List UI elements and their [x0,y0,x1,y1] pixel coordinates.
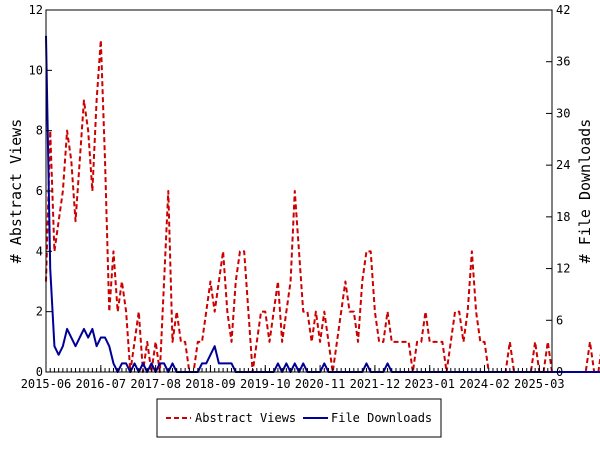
x-tick-label: 2015-06 [21,377,72,391]
y-right-tick-label: 42 [556,3,570,17]
y-right-tick-label: 30 [556,106,570,120]
x-tick-label: 2018-09 [185,377,236,391]
x-tick-label: 2025-03 [514,377,565,391]
legend-label-file-downloads: File Downloads [331,411,432,425]
x-tick-label: 2019-10 [240,377,291,391]
y-axis-left-title: # Abstract Views [7,119,25,264]
series-line-file-downloads [45,35,600,373]
x-tick-label: 2020-11 [295,377,346,391]
legend: Abstract Views File Downloads [156,398,442,438]
x-tick-label: 2021-12 [350,377,401,391]
x-tick-label: 2024-02 [459,377,510,391]
chart-marks [45,35,600,373]
y-left-tick-label: 0 [36,365,43,379]
y-axis-left: 0 2 4 6 8 10 12 [29,3,52,379]
y-left-tick-label: 8 [36,124,43,138]
y-axis-right-title: # File Downloads [576,119,594,264]
plot-frame [45,9,553,373]
y-left-tick-label: 12 [29,3,43,17]
x-axis: 2015-06 2016-07 2017-08 2018-09 2019-10 2020-… [21,365,565,391]
y-right-tick-label: 6 [556,313,563,327]
y-axis-right: 0 6 12 18 24 30 36 42 [546,3,570,379]
y-right-tick-label: 12 [556,262,570,276]
x-tick-label: 2017-08 [130,377,181,391]
y-right-tick-label: 0 [556,365,563,379]
series-line-abstract-views [45,39,600,373]
x-tick-label: 2023-01 [404,377,455,391]
legend-label-abstract-views: Abstract Views [195,411,296,425]
y-right-tick-label: 24 [556,158,570,172]
y-left-tick-label: 10 [29,63,43,77]
legend-box [156,398,442,438]
y-left-tick-label: 6 [36,184,43,198]
y-left-tick-label: 4 [36,244,43,258]
y-left-tick-label: 2 [36,305,43,319]
y-right-tick-label: 36 [556,55,570,69]
y-right-tick-label: 18 [556,210,570,224]
x-tick-label: 2016-07 [76,377,127,391]
